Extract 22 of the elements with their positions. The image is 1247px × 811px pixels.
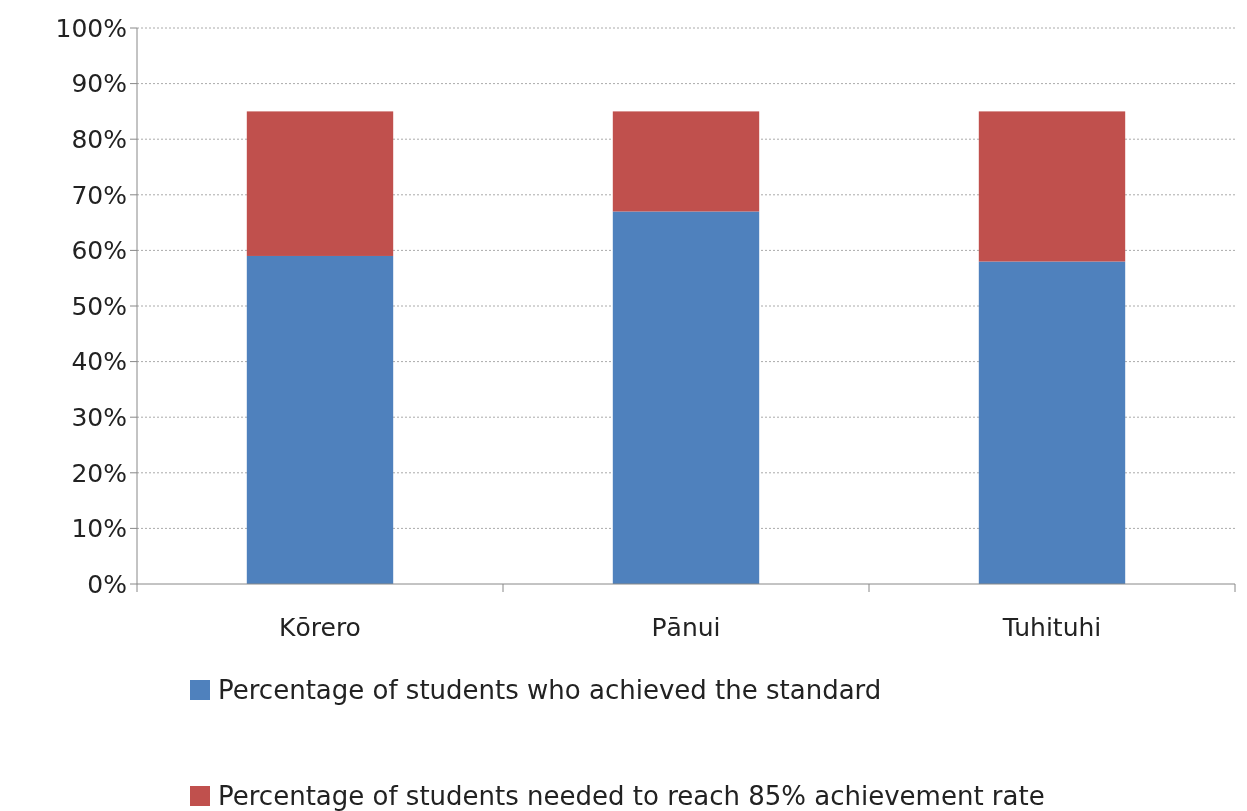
bar: [246, 255, 394, 584]
bar: [246, 111, 394, 256]
x-tick-label: Kōrero: [279, 613, 361, 642]
y-tick-label: 60%: [71, 236, 127, 266]
x-tick-label: Pānui: [651, 613, 721, 642]
y-tick-label: 0%: [87, 569, 127, 599]
y-tick-label: 80%: [71, 124, 127, 154]
y-tick-label: 40%: [71, 347, 127, 377]
bar: [978, 261, 1126, 584]
x-tick-label: Tuhituhi: [1001, 613, 1102, 642]
y-tick-label: 70%: [71, 180, 127, 210]
legend-label: Percentage of students who achieved the standard: [218, 675, 882, 706]
y-tick-label: 20%: [71, 458, 127, 488]
bar: [612, 211, 760, 584]
y-tick-label: 90%: [71, 69, 127, 99]
y-tick-label: 50%: [71, 291, 127, 321]
y-tick-label: 30%: [71, 402, 127, 432]
y-tick-label: 100%: [55, 13, 127, 43]
y-tick-label: 10%: [71, 514, 127, 544]
bar: [978, 111, 1126, 262]
legend-label: Percentage of students needed to reach 85% achievement rate: [218, 781, 1045, 811]
bar: [612, 111, 760, 212]
